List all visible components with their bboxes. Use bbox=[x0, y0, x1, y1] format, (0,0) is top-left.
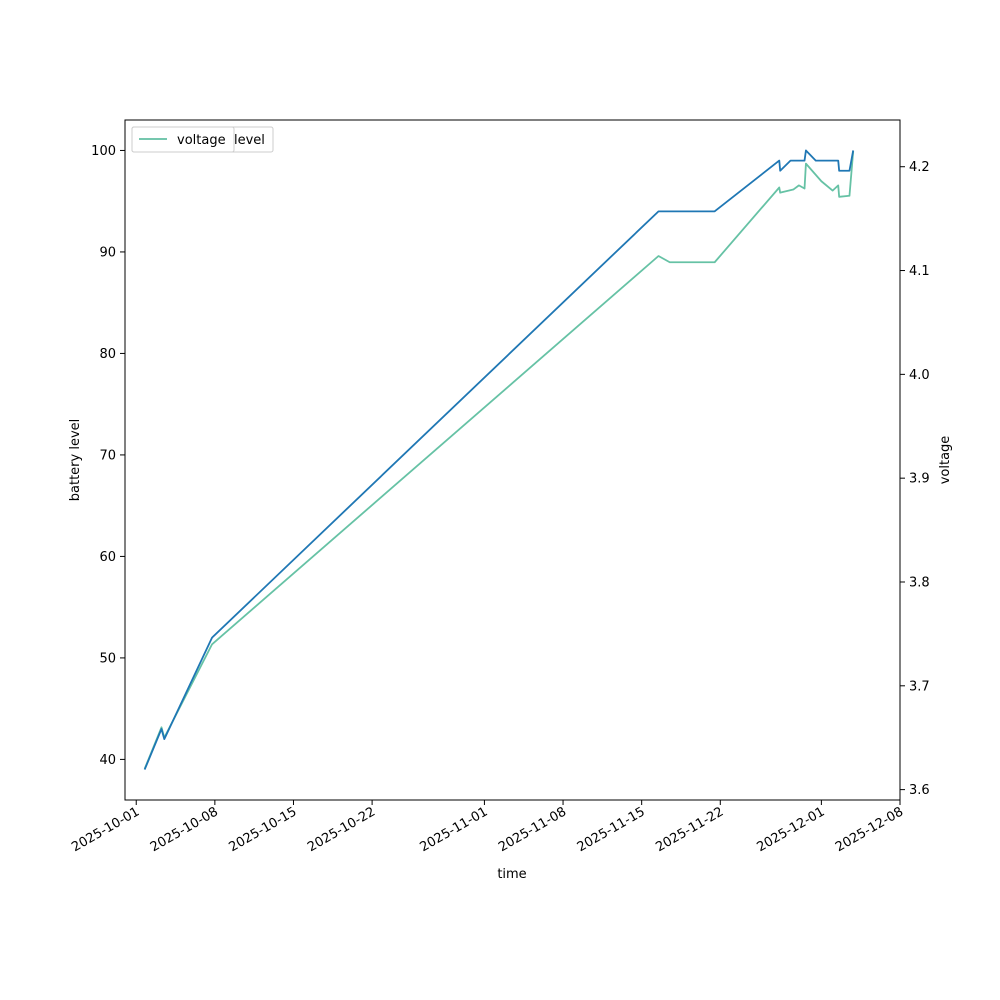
y-right-tick-label: 3.6 bbox=[909, 783, 930, 798]
y-left-tick-label: 90 bbox=[99, 245, 116, 260]
x-axis-label: time bbox=[497, 867, 526, 882]
series-line-level bbox=[143, 149, 855, 770]
y-left-tick-label: 80 bbox=[99, 347, 116, 362]
y-right-tick-label: 3.8 bbox=[909, 575, 930, 590]
y-right-tick-label: 3.7 bbox=[909, 679, 930, 694]
y-left-tick-label: 60 bbox=[99, 550, 116, 565]
y-axis-left-label: battery level bbox=[68, 419, 83, 502]
y-axis-right-label: voltage bbox=[938, 436, 953, 485]
legend-label-voltage: voltage bbox=[177, 133, 226, 148]
y-right-tick-label: 4.1 bbox=[909, 264, 930, 279]
y-left-tick-label: 40 bbox=[99, 753, 116, 768]
plot-frame bbox=[124, 119, 901, 801]
y-left-tick-label: 70 bbox=[99, 448, 116, 463]
legend: level voltage bbox=[131, 126, 274, 153]
y-right-tick-label: 4.2 bbox=[909, 160, 930, 175]
y-right-tick-label: 4.0 bbox=[909, 368, 930, 383]
y-left-tick-label: 100 bbox=[91, 144, 116, 159]
series-line-voltage bbox=[143, 151, 855, 770]
legend-box-voltage bbox=[131, 126, 235, 153]
legend-label-level: level bbox=[234, 133, 265, 148]
y-left-tick-label: 50 bbox=[99, 651, 116, 666]
y-right-tick-label: 3.9 bbox=[909, 472, 930, 487]
